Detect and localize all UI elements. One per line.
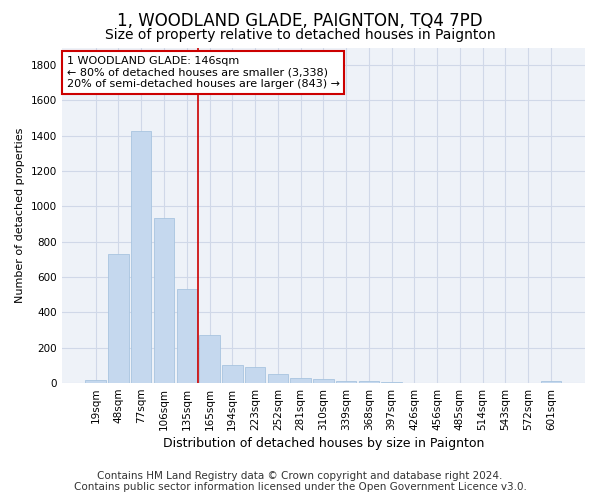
Bar — [176, 290, 197, 383]
Bar — [85, 380, 106, 383]
Y-axis label: Number of detached properties: Number of detached properties — [15, 128, 25, 303]
Bar — [268, 374, 288, 383]
Bar — [108, 254, 129, 383]
Bar — [154, 218, 174, 383]
Bar — [359, 382, 379, 383]
X-axis label: Distribution of detached houses by size in Paignton: Distribution of detached houses by size … — [163, 437, 484, 450]
Text: Contains HM Land Registry data © Crown copyright and database right 2024.
Contai: Contains HM Land Registry data © Crown c… — [74, 471, 526, 492]
Bar — [541, 382, 561, 383]
Bar — [199, 336, 220, 383]
Text: Size of property relative to detached houses in Paignton: Size of property relative to detached ho… — [104, 28, 496, 42]
Bar — [222, 366, 242, 383]
Bar — [131, 132, 151, 383]
Bar — [245, 367, 265, 383]
Bar — [382, 382, 402, 383]
Bar — [336, 382, 356, 383]
Bar — [290, 378, 311, 383]
Bar — [313, 378, 334, 383]
Text: 1 WOODLAND GLADE: 146sqm
← 80% of detached houses are smaller (3,338)
20% of sem: 1 WOODLAND GLADE: 146sqm ← 80% of detach… — [67, 56, 340, 89]
Text: 1, WOODLAND GLADE, PAIGNTON, TQ4 7PD: 1, WOODLAND GLADE, PAIGNTON, TQ4 7PD — [117, 12, 483, 30]
